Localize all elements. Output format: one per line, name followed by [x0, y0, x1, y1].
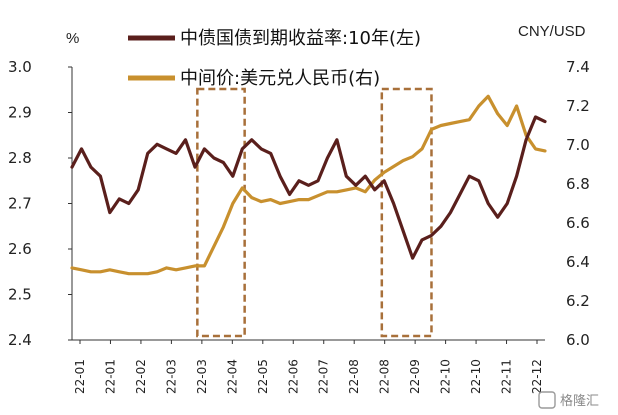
- left-tick-label: 2.9: [8, 104, 32, 122]
- legend-label-yield: 中债国债到期收益率:10年(左): [180, 28, 421, 49]
- left-tick-label: 2.8: [8, 149, 32, 167]
- left-tick-label: 2.7: [8, 195, 32, 213]
- right-tick-label: 6.0: [566, 331, 590, 349]
- legend: 中债国债到期收益率:10年(左) 中间价:美元兑人民币(右): [128, 28, 421, 89]
- x-tick-label: 22-03: [195, 359, 209, 394]
- x-tick-label: 22-03: [164, 359, 178, 394]
- right-axis-unit: CNY/USD: [518, 23, 586, 40]
- x-tick-label: 22-02: [134, 359, 148, 394]
- highlight-box: [196, 87, 246, 338]
- x-tick-label: 22-11: [500, 359, 514, 394]
- x-tick-label: 22-10: [469, 359, 483, 394]
- left-axis-ticks: 2.4 2.5 2.6 2.7 2.8 2.9 3.0: [8, 58, 72, 349]
- legend-label-fx: 中间价:美元兑人民币(右): [180, 68, 380, 89]
- watermark-logo-icon: [538, 391, 556, 409]
- x-tick-label: 22-01: [73, 359, 87, 394]
- x-tick-label: 22-04: [225, 359, 239, 394]
- left-tick-label: 3.0: [8, 58, 32, 76]
- left-axis-unit: %: [66, 30, 79, 47]
- x-tick-label: 22-08: [347, 359, 361, 394]
- series-layer: [70, 94, 547, 276]
- x-axis-ticks: 22-01 22-01 22-02 22-03 22-03 22-04 22-05 22-06…: [73, 340, 544, 394]
- left-tick-label: 2.4: [8, 331, 32, 349]
- highlight-box: [380, 87, 433, 338]
- right-axis-ticks: 6.0 6.2 6.4 6.6 6.8 7.0 7.2 7.4: [566, 58, 590, 349]
- x-tick-label: 22-08: [378, 359, 392, 394]
- yield-series-line: [70, 115, 547, 260]
- fx-series-line: [70, 94, 547, 276]
- right-tick-label: 6.8: [566, 175, 590, 193]
- watermark-text: 格隆汇: [560, 393, 599, 409]
- x-tick-label: 22-01: [103, 359, 117, 394]
- x-tick-label: 22-10: [439, 359, 453, 394]
- watermark: 格隆汇: [538, 391, 599, 409]
- right-tick-label: 7.2: [566, 97, 590, 115]
- right-tick-label: 6.2: [566, 292, 590, 310]
- right-tick-label: 7.0: [566, 136, 590, 154]
- left-tick-label: 2.6: [8, 240, 32, 258]
- x-tick-label: 22-09: [408, 359, 422, 394]
- highlight-boxes: [196, 87, 433, 338]
- x-tick-label: 22-06: [286, 359, 300, 394]
- right-tick-label: 7.4: [566, 58, 590, 76]
- x-tick-label: 22-05: [256, 359, 270, 394]
- left-tick-label: 2.5: [8, 286, 32, 304]
- right-tick-label: 6.6: [566, 214, 590, 232]
- x-tick-label: 22-07: [317, 359, 331, 394]
- x-tick-label: 22-12: [530, 359, 544, 394]
- right-tick-label: 6.4: [566, 253, 590, 271]
